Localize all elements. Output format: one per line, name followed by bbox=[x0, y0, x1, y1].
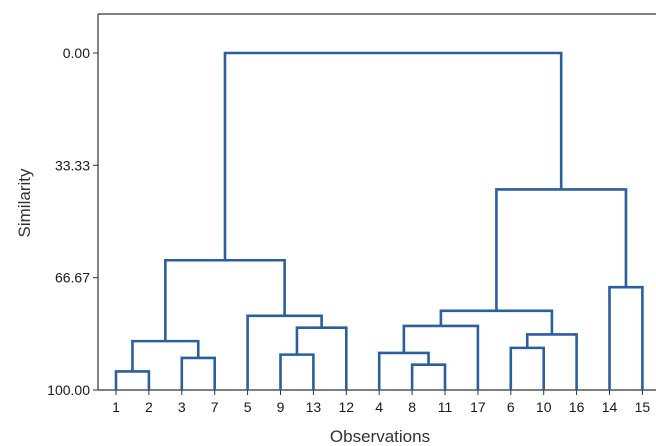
dendrogram-link bbox=[114, 370, 151, 390]
x-tick-label: 16 bbox=[569, 399, 585, 415]
x-tick-label: 11 bbox=[438, 399, 453, 415]
dendrogram-links bbox=[114, 51, 644, 390]
x-tick-label: 7 bbox=[211, 399, 219, 415]
x-axis-title: Observations bbox=[330, 427, 430, 446]
x-tick-label: 14 bbox=[602, 399, 618, 415]
x-tick-label: 9 bbox=[277, 399, 285, 415]
dendrogram-link bbox=[509, 346, 545, 390]
dendrogram-link bbox=[377, 351, 430, 390]
y-tick-label: 0.00 bbox=[63, 45, 90, 61]
dendrogram-link bbox=[295, 326, 348, 390]
dendrogram-link bbox=[223, 51, 563, 261]
x-tick-label: 17 bbox=[470, 399, 486, 415]
x-tick-label: 4 bbox=[375, 399, 383, 415]
dendrogram-link bbox=[608, 285, 644, 390]
x-tick-label: 8 bbox=[408, 399, 416, 415]
dendrogram-link bbox=[402, 324, 480, 390]
x-tick-label: 3 bbox=[178, 399, 186, 415]
dendrogram-link bbox=[410, 363, 447, 390]
y-tick-label: 100.00 bbox=[47, 382, 90, 398]
x-tick-label: 12 bbox=[339, 399, 355, 415]
dendrogram-link bbox=[279, 353, 315, 390]
dendrogram-link bbox=[164, 258, 286, 342]
x-tick-label: 1 bbox=[112, 399, 120, 415]
dendrogram-link bbox=[180, 356, 216, 390]
y-tick-label: 66.67 bbox=[55, 270, 90, 286]
x-tick-label: 15 bbox=[635, 399, 651, 415]
y-tick-label: 33.33 bbox=[55, 157, 90, 173]
axes bbox=[97, 13, 656, 391]
dendrogram-link bbox=[495, 188, 628, 311]
y-axis-title: Similarity bbox=[15, 168, 34, 237]
x-tick-label: 2 bbox=[145, 399, 153, 415]
x-tick-label: 13 bbox=[306, 399, 322, 415]
dendrogram-link bbox=[131, 339, 200, 372]
x-tick-label: 5 bbox=[244, 399, 252, 415]
x-tick-label: 10 bbox=[536, 399, 552, 415]
dendrogram-link bbox=[525, 333, 578, 390]
dendrogram-link bbox=[439, 309, 554, 335]
x-tick-label: 6 bbox=[507, 399, 515, 415]
